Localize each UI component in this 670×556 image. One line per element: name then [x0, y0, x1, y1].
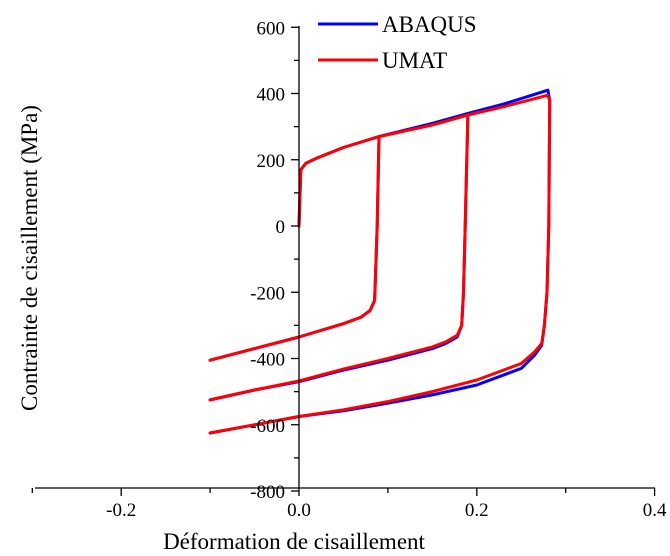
y-tick-label: -200: [250, 283, 285, 304]
x-tick-label: 0.4: [643, 500, 667, 521]
legend-label-abaqus: ABAQUS: [382, 12, 477, 37]
y-tick-label: 400: [257, 85, 286, 106]
x-tick-label: 0.0: [287, 500, 311, 521]
series-abaqus-line-2: [208, 135, 381, 362]
y-tick-label: -400: [250, 350, 285, 371]
x-tick-label: 0.2: [465, 500, 489, 521]
y-tick-label: -800: [250, 482, 285, 503]
x-axis-title: Déformation de cisaillement: [163, 529, 425, 554]
series-layer: [208, 88, 552, 435]
y-tick-label: 600: [257, 18, 286, 39]
y-tick-label: -600: [250, 416, 285, 437]
series-umat-line-2: [208, 135, 381, 362]
axes-layer: -0.2 0.0 0.2 0.4 -800 -600 -400 -200 0 200 400 600: [31, 18, 667, 521]
series-abaqus-line-3: [208, 111, 470, 402]
legend: ABAQUS UMAT: [318, 12, 477, 73]
y-axis-title: Contrainte de cisaillement (MPa): [17, 105, 42, 411]
y-tick-label: 200: [257, 151, 286, 172]
legend-label-umat: UMAT: [382, 48, 447, 73]
x-tick-label: -0.2: [106, 500, 136, 521]
series-umat-line-1: [208, 93, 552, 435]
series-umat-line-3: [208, 113, 470, 402]
y-tick-label: 0: [276, 217, 286, 238]
